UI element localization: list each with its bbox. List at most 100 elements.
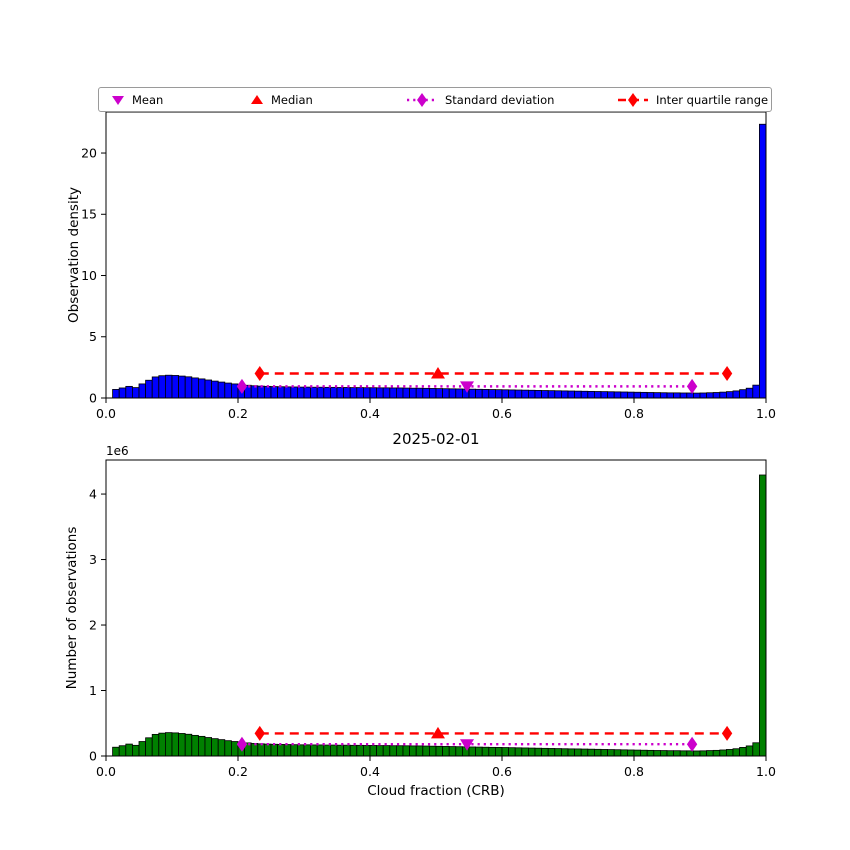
bottom-histogram-bar (653, 750, 661, 757)
bottom-histogram-bar (356, 744, 364, 757)
bottom-histogram-bar (283, 744, 292, 757)
legend-label-mean: Mean (132, 92, 164, 107)
bottom-q3-marker (721, 725, 733, 741)
top-histogram-bar (706, 392, 714, 399)
bottom-histogram-bar (224, 740, 232, 757)
top-histogram-bar (349, 387, 358, 399)
bottom-histogram-bar (343, 744, 351, 757)
top-histogram-bar (620, 391, 628, 399)
bottom-histogram-bar (217, 739, 226, 757)
top-histogram-bar (303, 386, 311, 399)
top-y-tick-label: 10 (81, 268, 97, 283)
bottom-histogram-bar (686, 750, 694, 757)
top-y-tick-label: 20 (81, 145, 97, 160)
bottom-histogram-bar (362, 745, 371, 757)
bottom-histogram-bar (303, 744, 311, 757)
top-histogram-bar (508, 389, 516, 399)
top-y-axis-label: Observation density (66, 187, 82, 323)
bottom-histogram-bar (270, 743, 278, 757)
bottom-histogram-bar (620, 749, 628, 757)
bottom-q1-marker (254, 725, 265, 741)
top-histogram-bar (442, 388, 450, 399)
top-histogram-bar (719, 391, 727, 399)
top-histogram-bar (296, 386, 305, 399)
top-histogram-bar (633, 391, 641, 399)
top-histogram-bar (561, 390, 569, 399)
top-histogram-bar (732, 390, 740, 399)
legend-label-std: Standard deviation (445, 92, 555, 107)
bottom-histogram-bar (415, 745, 424, 757)
top-histogram-bar (415, 387, 424, 399)
bottom-histogram-bar (600, 749, 608, 757)
bottom-histogram-bar (230, 741, 239, 757)
bottom-histogram-bar (567, 748, 575, 757)
bottom-histogram-bar (673, 750, 681, 757)
top-histogram-bar (673, 392, 681, 399)
legend: Mean Median Standard deviation Inter qua… (98, 87, 772, 112)
bottom-histogram-bar (574, 748, 582, 757)
top-histogram-bar (171, 375, 179, 399)
top-histogram-bar (191, 377, 199, 399)
bottom-histogram-bar (752, 742, 760, 757)
bottom-histogram-bar (197, 735, 206, 757)
top-histogram-bar (270, 386, 278, 399)
top-histogram-bar (263, 385, 272, 399)
top-histogram-bar (541, 390, 549, 399)
top-histogram-bar (640, 391, 648, 399)
top-histogram-bar (679, 392, 688, 399)
bottom-histogram-bar (310, 744, 318, 757)
legend-item-iqr: Inter quartile range (617, 88, 768, 111)
top-histogram-bar (158, 375, 166, 399)
bottom-histogram-bar (561, 748, 569, 757)
top-histogram-bar (250, 385, 259, 399)
top-histogram-bar (745, 387, 754, 399)
bottom-std-low-marker (236, 736, 248, 752)
top-histogram-bar (521, 389, 529, 399)
median-triangle-up-icon (251, 94, 263, 104)
bottom-y-tick-label: 2 (89, 617, 97, 632)
bottom-median-marker (430, 726, 445, 739)
bottom-histogram-bar (389, 745, 397, 757)
bottom-histogram-bar (679, 750, 688, 757)
top-y-tick-label: 0 (89, 390, 97, 405)
bottom-histogram-bar (554, 748, 562, 757)
bottom-x-tick-label: 0.2 (228, 764, 248, 779)
bottom-histogram-bar (435, 745, 443, 757)
bottom-histogram-bar (534, 747, 542, 757)
top-y-tick-label: 5 (89, 329, 97, 344)
iqr-icon-diamond (628, 92, 638, 107)
top-histogram-bar (448, 388, 457, 399)
bottom-histogram-bar (726, 749, 734, 757)
bottom-histogram-bar (712, 749, 721, 757)
bottom-histogram-bar (732, 748, 740, 757)
top-histogram-bar (455, 388, 463, 399)
bottom-histogram-bar (646, 749, 655, 757)
top-histogram-bar (547, 390, 556, 399)
top-histogram-bar (323, 386, 331, 399)
top-y-tick-label: 15 (81, 207, 97, 222)
std-deviation-icon (407, 92, 437, 107)
bottom-histogram-bar (719, 749, 727, 757)
bottom-histogram-bar (442, 746, 450, 757)
top-q1-marker (254, 366, 265, 382)
top-histogram-bar (131, 387, 140, 399)
bottom-histogram-bar (481, 746, 490, 757)
std-icon-diamond (417, 92, 427, 107)
bottom-histogram-bar (494, 747, 503, 757)
bottom-histogram-bar (547, 748, 556, 757)
inter-quartile-range-icon (618, 92, 648, 107)
top-histogram-bar (693, 392, 701, 399)
top-histogram-bar (759, 123, 767, 399)
bottom-histogram-bar (594, 748, 602, 757)
bottom-histogram-bar (455, 746, 463, 757)
bottom-axes-frame (105, 459, 767, 757)
bottom-histogram-bar (336, 744, 344, 757)
bottom-histogram-bar (759, 474, 767, 757)
bottom-histogram-bar (488, 746, 496, 757)
top-histogram-bar (343, 387, 351, 399)
bottom-histogram-bar (607, 749, 615, 757)
bottom-histogram-bar (296, 744, 305, 757)
top-histogram-bar (574, 390, 582, 399)
top-histogram-bar (362, 387, 371, 399)
